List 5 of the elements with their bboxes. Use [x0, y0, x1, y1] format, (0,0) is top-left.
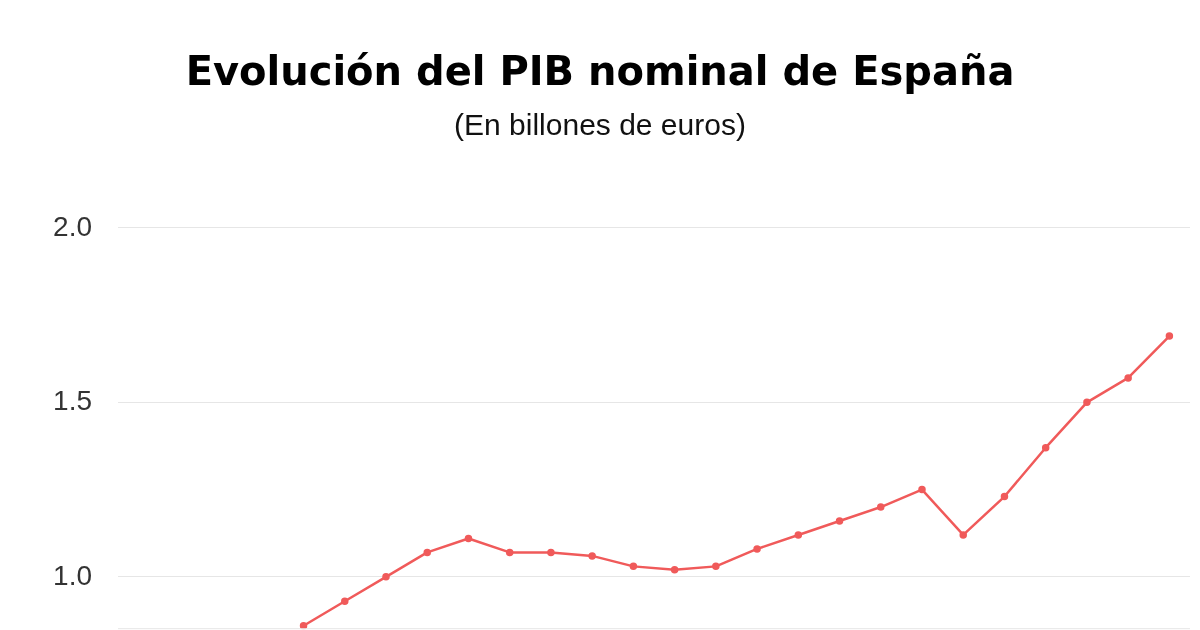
y-tick-label: 2.0	[53, 210, 92, 242]
y-tick-label: 1.0	[53, 559, 92, 591]
y-tick-label: 1.5	[53, 385, 92, 417]
chart-title: Evolución del PIB nominal de España	[184, 48, 1016, 94]
chart-subtitle: (En billones de euros)	[453, 108, 747, 142]
